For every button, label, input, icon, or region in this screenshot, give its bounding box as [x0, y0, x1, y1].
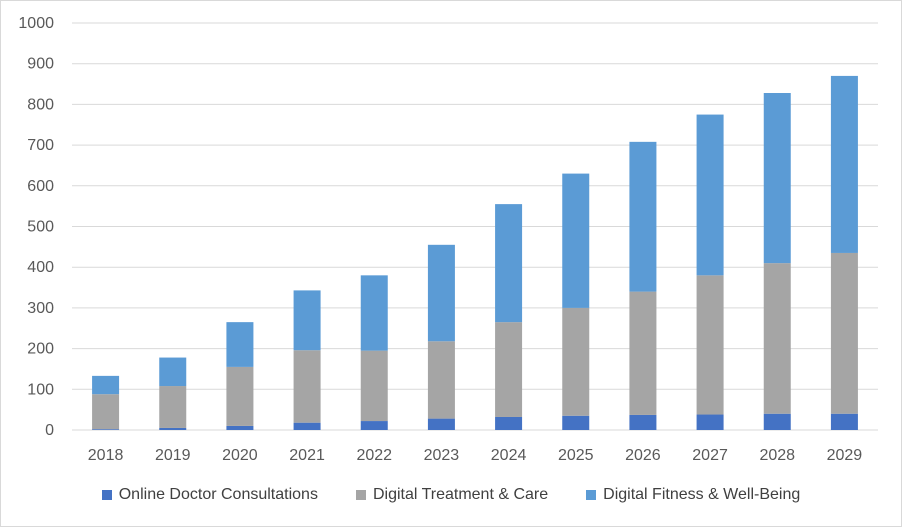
bar-2019-series-2	[159, 357, 187, 387]
legend-item-digital-fitness-well-being: Digital Fitness & Well-Being	[586, 486, 800, 504]
x-tick-label-2029: 2029	[827, 447, 863, 464]
bar-2024-series-0	[495, 416, 523, 430]
x-tick-label-2021: 2021	[289, 447, 325, 464]
legend-item-digital-treatment-care: Digital Treatment & Care	[355, 486, 549, 504]
x-tick-label-2025: 2025	[558, 447, 594, 464]
bar-2019-series-0	[159, 427, 187, 430]
bar-2025-series-2	[562, 173, 590, 308]
x-tick-label-2024: 2024	[491, 447, 527, 464]
legend-label-online-doctor-consultations: Online Doctor Consultations	[118, 486, 318, 503]
legend-swatch-digital-treatment-care	[355, 490, 366, 500]
bar-2027-series-0	[696, 414, 724, 430]
bar-2024-series-2	[495, 204, 523, 323]
bar-2029-series-2	[830, 75, 858, 253]
bar-2021-series-2	[293, 290, 321, 351]
x-tick-label-2026: 2026	[625, 447, 661, 464]
x-tick-label-2028: 2028	[759, 447, 795, 464]
legend-swatch-digital-fitness-well-being	[586, 490, 597, 500]
bar-2028-series-1	[763, 263, 791, 414]
y-tick-label-500: 500	[27, 219, 54, 236]
bar-2023-series-1	[427, 341, 455, 419]
y-tick-label-100: 100	[27, 381, 54, 398]
y-tick-label-0: 0	[45, 422, 54, 439]
bar-2021-series-0	[293, 422, 321, 430]
bar-2025-series-0	[562, 415, 590, 430]
bar-2023-series-0	[427, 418, 455, 430]
y-tick-label-1000: 1000	[18, 15, 54, 32]
y-tick-label-200: 200	[27, 341, 54, 358]
bar-2025-series-1	[562, 307, 590, 416]
bar-2021-series-1	[293, 350, 321, 423]
legend-item-online-doctor-consultations: Online Doctor Consultations	[101, 486, 318, 504]
bar-2028-series-2	[763, 93, 791, 264]
x-tick-label-2018: 2018	[88, 447, 124, 464]
y-tick-label-700: 700	[27, 137, 54, 154]
legend-label-digital-fitness-well-being: Digital Fitness & Well-Being	[603, 486, 801, 503]
y-tick-label-900: 900	[27, 56, 54, 73]
y-tick-label-400: 400	[27, 259, 54, 276]
x-tick-label-2023: 2023	[424, 447, 460, 464]
bar-2022-series-2	[360, 275, 388, 351]
bar-2022-series-1	[360, 350, 388, 422]
legend-swatch-online-doctor-consultations	[101, 490, 112, 500]
bar-2020-series-0	[226, 425, 254, 430]
bar-2027-series-2	[696, 114, 724, 276]
bar-2018-series-1	[92, 394, 120, 430]
legend-label-digital-treatment-care: Digital Treatment & Care	[372, 486, 549, 503]
bar-2020-series-2	[226, 322, 254, 367]
bar-2018-series-2	[92, 375, 120, 395]
y-tick-label-300: 300	[27, 300, 54, 317]
gridlines	[72, 22, 878, 431]
bar-2029-series-1	[830, 252, 858, 414]
bars	[92, 75, 858, 430]
bar-2026-series-0	[629, 414, 657, 430]
bar-2026-series-2	[629, 141, 657, 292]
bar-2027-series-1	[696, 275, 724, 415]
x-tick-label-2022: 2022	[356, 447, 392, 464]
bar-2018-series-0	[92, 429, 120, 430]
y-tick-label-800: 800	[27, 96, 54, 113]
x-tick-label-2020: 2020	[222, 447, 258, 464]
y-tick-label-600: 600	[27, 178, 54, 195]
bar-2029-series-0	[830, 413, 858, 430]
bar-2028-series-0	[763, 413, 791, 430]
bar-2022-series-0	[360, 421, 388, 430]
bar-2026-series-1	[629, 291, 657, 415]
bar-2024-series-1	[495, 322, 523, 417]
bar-2019-series-1	[159, 386, 187, 428]
x-tick-label-2019: 2019	[155, 447, 191, 464]
legend: Online Doctor Consultations Digital Trea…	[0, 480, 902, 510]
x-tick-label-2027: 2027	[692, 447, 728, 464]
bar-2023-series-2	[427, 244, 455, 342]
y-axis-tick-labels: 0 100 200 300 400 500 600 700 800 900 1000	[18, 15, 54, 439]
x-axis-tick-labels: 2018 2019 2020 2021 2022 2023 2024 2025 2026 2027…	[88, 447, 863, 464]
bar-2020-series-1	[226, 366, 254, 426]
